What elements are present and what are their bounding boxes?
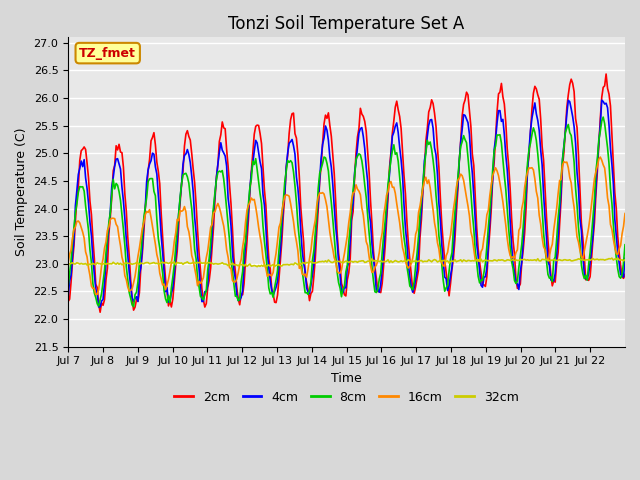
Line: 16cm: 16cm [68,157,625,294]
2cm [621,272,629,277]
16cm [83,254,91,260]
2cm [545,254,553,260]
32cm [463,258,470,264]
4cm [83,186,91,192]
Y-axis label: Soil Temperature (C): Soil Temperature (C) [15,128,28,256]
2cm [352,151,360,156]
16cm [92,291,100,297]
2cm [64,299,72,304]
2cm [102,277,110,283]
32cm [614,255,621,261]
Line: 4cm: 4cm [68,100,625,307]
4cm [64,293,72,299]
Legend: 2cm, 4cm, 8cm, 16cm, 32cm: 2cm, 4cm, 8cm, 16cm, 32cm [169,385,524,408]
16cm [463,195,470,201]
32cm [64,261,72,266]
32cm [253,264,261,270]
Line: 32cm: 32cm [68,258,625,267]
8cm [545,276,553,281]
32cm [620,258,627,264]
Text: TZ_fmet: TZ_fmet [79,47,136,60]
2cm [620,276,627,281]
8cm [620,259,627,265]
4cm [102,261,110,266]
4cm [621,255,629,261]
2cm [83,160,91,166]
16cm [352,182,360,188]
Title: Tonzi Soil Temperature Set A: Tonzi Soil Temperature Set A [228,15,465,33]
4cm [620,274,627,280]
16cm [621,211,629,216]
8cm [130,304,138,310]
8cm [463,140,470,145]
X-axis label: Time: Time [332,372,362,385]
2cm [96,309,104,315]
8cm [64,284,72,289]
4cm [95,304,102,310]
16cm [64,260,72,265]
16cm [102,239,110,245]
2cm [602,71,610,77]
8cm [599,114,607,120]
16cm [620,223,627,229]
16cm [596,154,604,160]
Line: 2cm: 2cm [68,74,625,312]
32cm [352,259,360,264]
8cm [621,242,629,248]
32cm [621,257,629,263]
4cm [352,159,360,165]
32cm [100,261,108,266]
8cm [100,267,108,273]
32cm [545,258,553,264]
8cm [83,215,91,221]
4cm [598,97,605,103]
32cm [83,262,91,268]
8cm [352,156,360,162]
4cm [463,116,470,122]
Line: 8cm: 8cm [68,117,625,307]
16cm [545,254,553,260]
2cm [463,89,470,95]
4cm [545,263,553,268]
